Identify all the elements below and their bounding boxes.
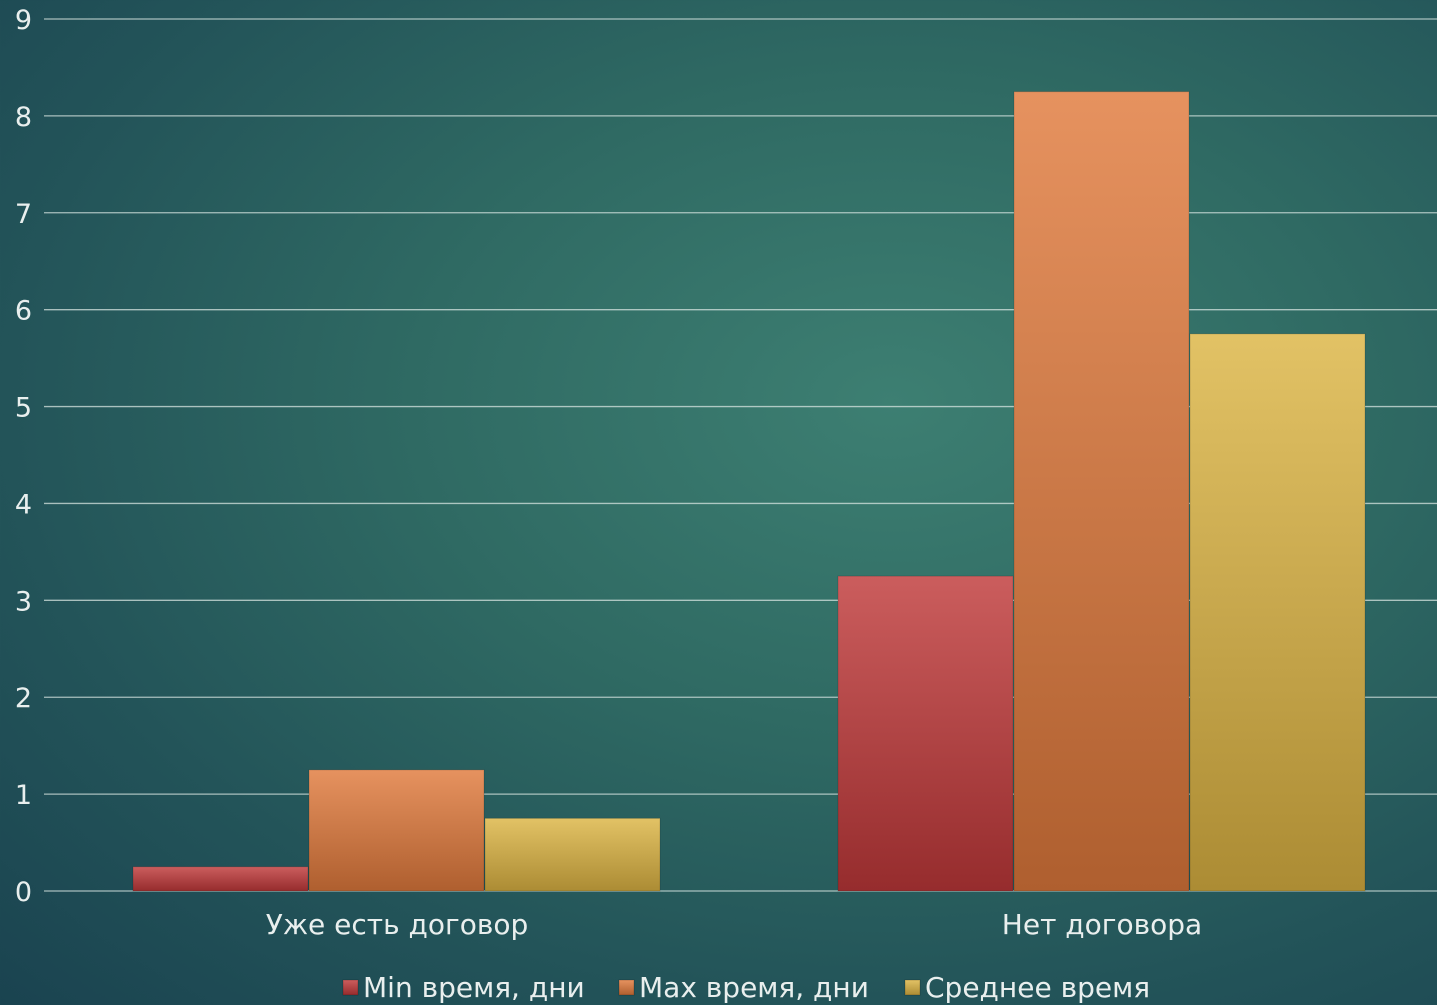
bar xyxy=(132,866,309,892)
legend-item: Min время, дни xyxy=(342,971,585,1004)
y-tick-label: 8 xyxy=(15,102,32,133)
y-tick-label: 1 xyxy=(15,780,32,811)
bar xyxy=(1189,333,1366,892)
bar xyxy=(308,769,485,892)
legend-swatch xyxy=(342,979,359,996)
legend-item: Max время, дни xyxy=(618,971,869,1004)
y-tick-label: 2 xyxy=(15,683,32,714)
y-axis-ticks: 0 1 2 3 4 5 6 7 8 9 xyxy=(15,5,32,908)
y-tick-label: 3 xyxy=(15,586,32,617)
legend-label: Max время, дни xyxy=(639,971,869,1004)
bar xyxy=(484,817,661,892)
y-tick-label: 4 xyxy=(15,489,32,520)
y-tick-label: 7 xyxy=(15,199,32,230)
legend-swatch xyxy=(618,979,635,996)
bar xyxy=(1013,91,1190,892)
x-axis-categories: Уже есть договор Нет договора xyxy=(266,908,1202,941)
gridlines xyxy=(44,18,1437,892)
y-tick-label: 0 xyxy=(15,877,32,908)
x-category-label: Уже есть договор xyxy=(266,908,529,941)
bars xyxy=(132,91,1366,892)
bar xyxy=(837,575,1014,892)
legend-label: Min время, дни xyxy=(363,971,585,1004)
legend-swatch xyxy=(904,979,921,996)
legend-label: Среднее время xyxy=(925,971,1150,1004)
y-tick-label: 9 xyxy=(15,5,32,36)
y-tick-label: 6 xyxy=(15,296,32,327)
legend-item: Среднее время xyxy=(904,971,1150,1004)
y-tick-label: 5 xyxy=(15,393,32,424)
x-category-label: Нет договора xyxy=(1002,908,1202,941)
legend: Min время, дни Max время, дни Среднее врем… xyxy=(342,971,1150,1004)
